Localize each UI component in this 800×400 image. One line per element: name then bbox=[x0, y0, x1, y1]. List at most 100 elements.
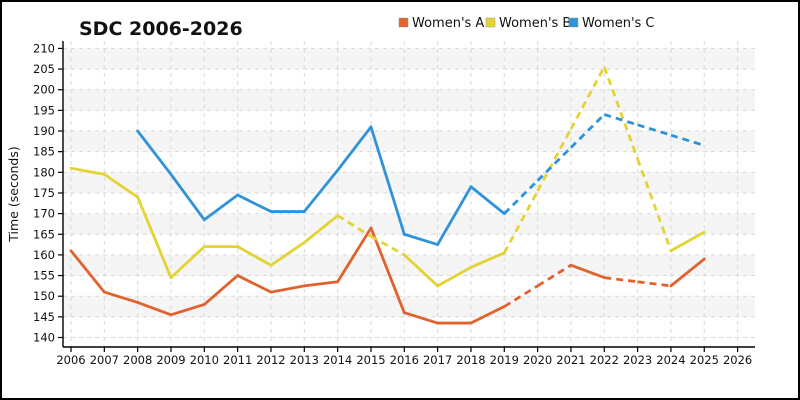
x-tick-label: 2014 bbox=[323, 353, 352, 367]
dashed-segment-women-s-b bbox=[336, 214, 372, 238]
dashed-segment-women-s-c bbox=[536, 146, 572, 182]
dashed-segment-women-s-b bbox=[636, 158, 673, 252]
x-tick-label: 2007 bbox=[90, 353, 119, 367]
solid-segment-women-s-c bbox=[302, 168, 340, 213]
y-tick-label: 140 bbox=[33, 331, 55, 345]
legend-label-women-s-b: Women's B bbox=[499, 16, 571, 31]
x-tick-label: 2026 bbox=[723, 353, 752, 367]
dashed-segment-women-s-a bbox=[637, 280, 672, 288]
legend-swatch-women-s-c bbox=[568, 17, 579, 28]
dashed-segment-women-s-c bbox=[569, 113, 606, 149]
x-tick-label: 2024 bbox=[656, 353, 685, 367]
legend-swatch-women-s-a bbox=[398, 17, 409, 28]
x-tick-label: 2011 bbox=[223, 353, 252, 367]
solid-segment-women-s-c bbox=[202, 193, 240, 222]
chart-title: SDC 2006-2026 bbox=[79, 18, 243, 40]
legend-swatch-women-s-b bbox=[485, 17, 496, 28]
solid-segment-women-s-a bbox=[202, 274, 240, 306]
y-tick-label: 160 bbox=[33, 248, 55, 262]
solid-segment-women-s-a bbox=[469, 305, 506, 325]
x-tick-label: 2016 bbox=[390, 353, 419, 367]
y-tick-label: 205 bbox=[33, 62, 55, 76]
solid-segment-women-s-b bbox=[669, 230, 706, 253]
plot-row-bands bbox=[63, 48, 755, 317]
solid-segment-women-s-a bbox=[569, 263, 606, 280]
solid-segment-women-s-b bbox=[402, 253, 440, 288]
solid-segment-women-s-b bbox=[436, 265, 473, 288]
legend-label-women-s-a: Women's A bbox=[412, 16, 484, 31]
solid-segment-women-s-b bbox=[136, 195, 173, 280]
series-line-women-s-b bbox=[69, 66, 706, 288]
solid-segment-women-s-b bbox=[69, 166, 106, 176]
x-tick-label: 2021 bbox=[556, 353, 585, 367]
series-line-women-s-c bbox=[136, 113, 705, 246]
y-tick-label: 170 bbox=[33, 207, 55, 221]
legend-label-women-s-c: Women's C bbox=[582, 16, 655, 31]
solid-segment-women-s-b bbox=[236, 245, 273, 267]
solid-segment-women-s-a bbox=[669, 257, 706, 288]
row-band bbox=[63, 172, 755, 193]
solid-segment-women-s-c bbox=[136, 129, 173, 176]
series-lines bbox=[69, 66, 706, 325]
row-band bbox=[63, 213, 755, 235]
x-tick-label: 2006 bbox=[56, 353, 85, 367]
solid-segment-women-s-a bbox=[169, 303, 206, 317]
solid-segment-women-s-c bbox=[436, 185, 473, 246]
solid-segment-women-s-a bbox=[336, 226, 373, 284]
solid-segment-women-s-b bbox=[102, 172, 140, 199]
x-tick-label: 2020 bbox=[523, 353, 552, 367]
solid-segment-women-s-a bbox=[69, 249, 106, 294]
legend: Women's A Women's B Women's C bbox=[398, 16, 655, 31]
x-tick-label: 2008 bbox=[123, 353, 152, 367]
dashed-segment-women-s-c bbox=[503, 179, 539, 215]
y-tick-label: 210 bbox=[33, 41, 55, 55]
x-tick-label: 2025 bbox=[690, 353, 719, 367]
x-tick-label: 2019 bbox=[490, 353, 519, 367]
series-line-women-s-a bbox=[69, 226, 706, 325]
x-tick-label: 2022 bbox=[590, 353, 619, 367]
solid-segment-women-s-a bbox=[269, 284, 306, 294]
solid-segment-women-s-c bbox=[469, 185, 506, 216]
row-band bbox=[63, 296, 755, 317]
row-band bbox=[63, 131, 755, 152]
x-tick-label: 2018 bbox=[456, 353, 485, 367]
dashed-segment-women-s-a bbox=[536, 264, 572, 288]
y-axis-label: Time (seconds) bbox=[6, 146, 21, 242]
y-tick-label: 180 bbox=[33, 165, 55, 179]
legend-item-women-s-c: Women's C bbox=[568, 16, 655, 31]
tick-labels: 140 145 150 155 160 165 170 175 180 185 190 195 200 2… bbox=[33, 41, 752, 367]
legend-item-women-s-b: Women's B bbox=[485, 16, 571, 31]
x-tick-label: 2015 bbox=[356, 353, 385, 367]
solid-segment-women-s-c bbox=[402, 232, 440, 246]
solid-segment-women-s-a bbox=[402, 311, 440, 325]
dashed-segment-women-s-c bbox=[637, 123, 672, 137]
y-tick-label: 185 bbox=[33, 145, 55, 159]
dashed-segment-women-s-a bbox=[503, 284, 539, 308]
row-band bbox=[63, 48, 755, 70]
axes-spines bbox=[58, 41, 755, 352]
y-tick-label: 145 bbox=[33, 310, 55, 324]
y-tick-label: 150 bbox=[33, 289, 55, 303]
legend-item-women-s-a: Women's A bbox=[398, 16, 484, 31]
y-tick-label: 200 bbox=[33, 83, 55, 97]
solid-segment-women-s-a bbox=[102, 290, 140, 304]
solid-segment-women-s-c bbox=[169, 172, 206, 222]
y-tick-label: 165 bbox=[33, 227, 55, 241]
solid-segment-women-s-b bbox=[169, 245, 206, 280]
solid-segment-women-s-a bbox=[369, 226, 406, 315]
y-tick-label: 155 bbox=[33, 269, 55, 283]
dashed-segment-women-s-c bbox=[670, 133, 705, 147]
gridlines bbox=[63, 41, 755, 347]
solid-segment-women-s-c bbox=[236, 193, 273, 213]
dashed-segment-women-s-a bbox=[604, 276, 638, 284]
x-tick-label: 2013 bbox=[290, 353, 319, 367]
x-tick-label: 2012 bbox=[256, 353, 285, 367]
solid-segment-women-s-a bbox=[136, 301, 173, 317]
solid-segment-women-s-b bbox=[302, 214, 340, 244]
dashed-segment-women-s-b bbox=[602, 66, 639, 160]
solid-segment-women-s-c bbox=[336, 125, 373, 172]
solid-segment-women-s-a bbox=[302, 280, 340, 288]
y-tick-label: 175 bbox=[33, 186, 55, 200]
